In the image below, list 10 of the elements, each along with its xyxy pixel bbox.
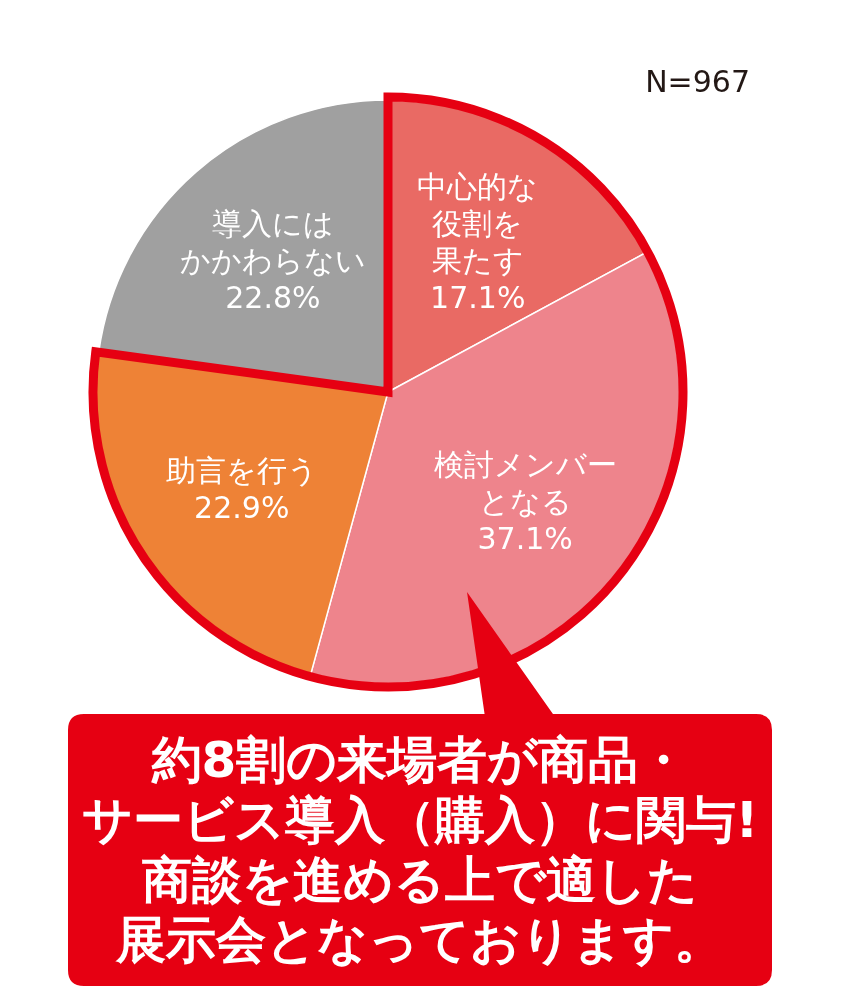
slice-label: 導入にはかかわらない (179, 205, 366, 278)
text: N=967 (645, 64, 750, 99)
data-label: 22.9% (194, 489, 290, 525)
data-label: 37.1% (477, 520, 573, 556)
data-label: 22.8% (225, 279, 321, 315)
slice-label: 検討メンバーとなる (433, 446, 617, 519)
slice-label: 中心的な役割を果たす (417, 168, 539, 278)
text: 約8割の来場者が商品・サービス導入（購入）に関与!商談を進める上で適した展示会となっております。 (81, 731, 759, 969)
slice-label: 助言を行う (165, 452, 318, 488)
data-label: 17.1% (430, 279, 526, 315)
